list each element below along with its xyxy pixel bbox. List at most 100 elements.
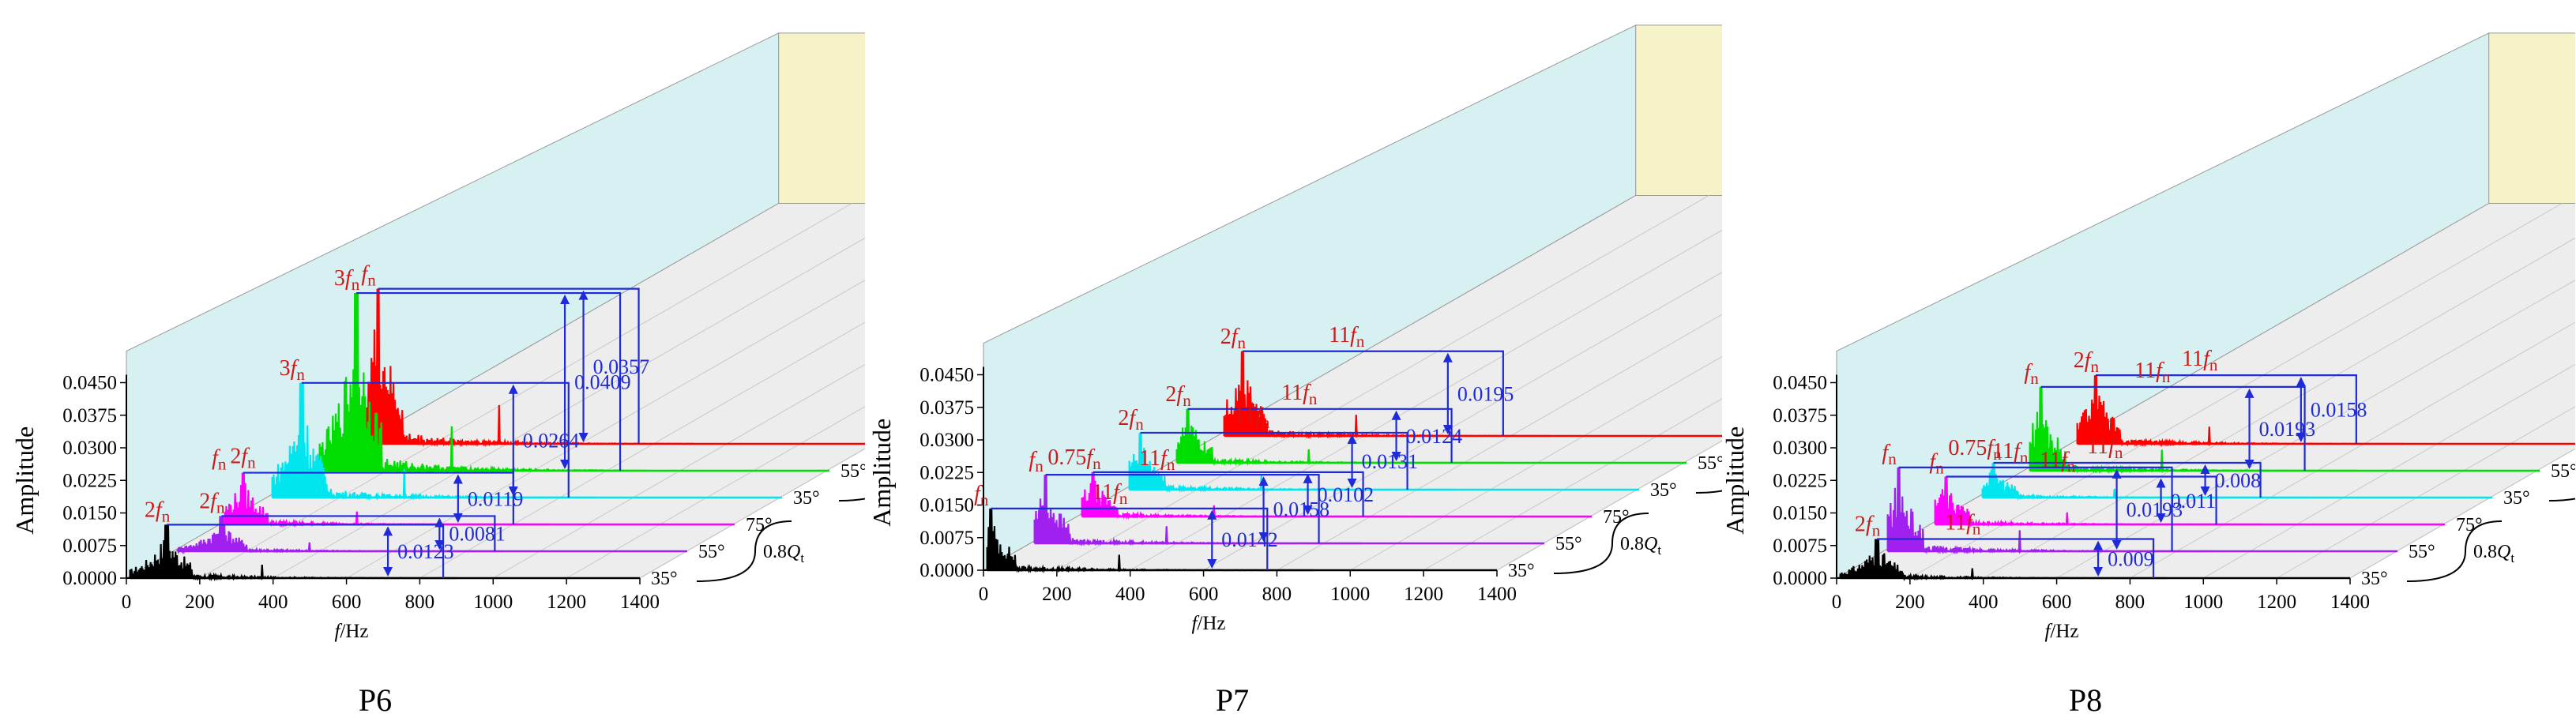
grid-line bbox=[2349, 448, 2575, 579]
y-tick-label: 0.0150 bbox=[919, 495, 974, 517]
value-label: 0.0142 bbox=[1221, 528, 1278, 551]
arrow-head-bottom bbox=[1207, 559, 1217, 569]
harmonic-coefficient: 2 bbox=[1118, 406, 1129, 430]
harmonic-label: 3fn bbox=[280, 356, 306, 384]
harmonic-coefficient: 2 bbox=[1855, 513, 1866, 537]
back-wall bbox=[1635, 24, 1722, 196]
harmonic-label: 11fn bbox=[1092, 480, 1128, 508]
series-line bbox=[986, 508, 1314, 574]
harmonic-label: 2fn bbox=[230, 445, 256, 472]
harmonic-label: 11fn bbox=[2182, 347, 2218, 374]
harmonic-sub: n bbox=[1262, 413, 1270, 432]
arrow-head-bottom bbox=[1303, 505, 1313, 515]
y-tick-label: 0.0300 bbox=[62, 438, 117, 459]
value-label: 0.0123 bbox=[397, 540, 453, 563]
group-sub: t bbox=[1657, 543, 1661, 558]
amplitude-bracket bbox=[221, 515, 496, 551]
x-tick-label: 400 bbox=[1969, 592, 1999, 613]
arrow-head-top bbox=[2200, 464, 2210, 474]
harmonic-f: f bbox=[2014, 439, 2022, 464]
panel-label: P7 bbox=[1216, 682, 1249, 718]
angle-label: 55° bbox=[698, 542, 725, 562]
x-tick-label: 1000 bbox=[1330, 584, 1370, 605]
harmonic-coefficient: 0.75 bbox=[1047, 445, 1086, 470]
arrow-head-bottom bbox=[434, 540, 445, 550]
y-tick-label: 0.0075 bbox=[1773, 535, 1827, 557]
harmonic-sub: n bbox=[367, 271, 376, 290]
grid-line bbox=[2056, 280, 2575, 579]
group-brace bbox=[2406, 520, 2503, 582]
chart-panel-p8: 0.0000 0.0075 0.0150 0.0225 0.0300 0.0375 0.04… bbox=[1720, 32, 2575, 718]
series-line bbox=[1886, 467, 2214, 555]
arrow-head-top bbox=[2093, 540, 2104, 550]
harmonic-f: f bbox=[1176, 382, 1185, 407]
angle-label: 35° bbox=[2503, 488, 2530, 509]
amplitude-bracket bbox=[378, 287, 640, 444]
value-label: 0.0119 bbox=[468, 487, 524, 510]
angle-label: 55° bbox=[2409, 542, 2435, 562]
harmonic-f: f bbox=[974, 482, 983, 506]
harmonic-coefficient: 2 bbox=[145, 498, 156, 522]
grid-line bbox=[639, 448, 865, 579]
arrow-head-top bbox=[2296, 377, 2306, 387]
y-tick-label: 0.0075 bbox=[919, 528, 974, 549]
value-label: 0.0193 bbox=[2259, 418, 2316, 441]
harmonic-f: f bbox=[1255, 404, 1264, 429]
amplitude-bracket bbox=[1140, 431, 1408, 490]
harmonic-f: f bbox=[1882, 441, 1890, 465]
value-label: 0.0264 bbox=[523, 429, 580, 452]
harmonic-sub: n bbox=[247, 453, 256, 472]
x-tick-label: 800 bbox=[1262, 584, 1292, 605]
harmonic-f: f bbox=[156, 498, 164, 522]
series-line bbox=[1033, 475, 1361, 547]
arrow-head-top bbox=[1258, 476, 1269, 486]
arrow-head-bottom bbox=[578, 433, 589, 442]
harmonic-sub: n bbox=[1119, 489, 1128, 508]
harmonic-label: 11fn bbox=[1992, 439, 2029, 467]
harmonic-sub: n bbox=[162, 506, 171, 525]
harmonic-sub: n bbox=[1135, 415, 1144, 434]
harmonic-label: 0.75fn bbox=[1948, 436, 2002, 464]
y-axis-title: Amplitude bbox=[867, 419, 896, 527]
grid-line bbox=[2276, 406, 2575, 579]
series-line bbox=[129, 524, 457, 582]
arrow-head-top bbox=[2244, 388, 2254, 398]
x-tick-label: 0 bbox=[979, 584, 989, 605]
y-tick-label: 0.0150 bbox=[62, 503, 117, 524]
y-tick-label: 0.0450 bbox=[1773, 373, 1827, 394]
amplitude-bracket bbox=[1898, 466, 2173, 551]
angle-label: 35° bbox=[1508, 561, 1535, 581]
value-label: 0.011 bbox=[2171, 490, 2217, 513]
grid-line bbox=[1350, 355, 1722, 571]
harmonic-coefficient: 2 bbox=[2074, 348, 2085, 373]
value-label: 0.0102 bbox=[1318, 483, 1374, 506]
harmonic-coefficient: 3 bbox=[280, 356, 291, 381]
harmonic-sub: n bbox=[980, 490, 989, 509]
y-axis-title: Amplitude bbox=[10, 426, 39, 535]
angle-label: 75° bbox=[1603, 507, 1630, 528]
y-tick-label: 0.0150 bbox=[1773, 503, 1827, 524]
y-tick-label: 0.0225 bbox=[1773, 470, 1827, 491]
harmonic-sub: n bbox=[1872, 521, 1881, 540]
x-axis-title-f: f bbox=[334, 621, 342, 642]
x-tick-label: 0 bbox=[122, 592, 132, 613]
value-label: 0.0195 bbox=[1457, 382, 1514, 405]
harmonic-f: f bbox=[212, 446, 220, 471]
arrow-head-bottom bbox=[1442, 425, 1453, 434]
harmonic-label: 11fn bbox=[2040, 449, 2076, 476]
harmonic-sub: n bbox=[1035, 456, 1044, 475]
amplitude-bracket bbox=[167, 524, 445, 578]
grid-line bbox=[2203, 363, 2575, 579]
group-q: Q bbox=[2497, 542, 2510, 562]
y-tick-label: 0.0375 bbox=[1773, 405, 1827, 426]
value-label: 0.008 bbox=[2215, 469, 2262, 492]
angle-label: 35° bbox=[793, 488, 820, 509]
harmonic-f: f bbox=[1129, 406, 1138, 430]
harmonic-sub: n bbox=[2030, 369, 2039, 388]
arrow-head-top bbox=[383, 526, 393, 536]
harmonic-f: f bbox=[1929, 450, 1938, 475]
harmonic-f: f bbox=[345, 266, 354, 291]
y-tick-label: 0.0300 bbox=[919, 430, 974, 451]
harmonic-f: f bbox=[2024, 360, 2033, 385]
harmonic-coefficient: 0.75 bbox=[1948, 436, 1987, 460]
